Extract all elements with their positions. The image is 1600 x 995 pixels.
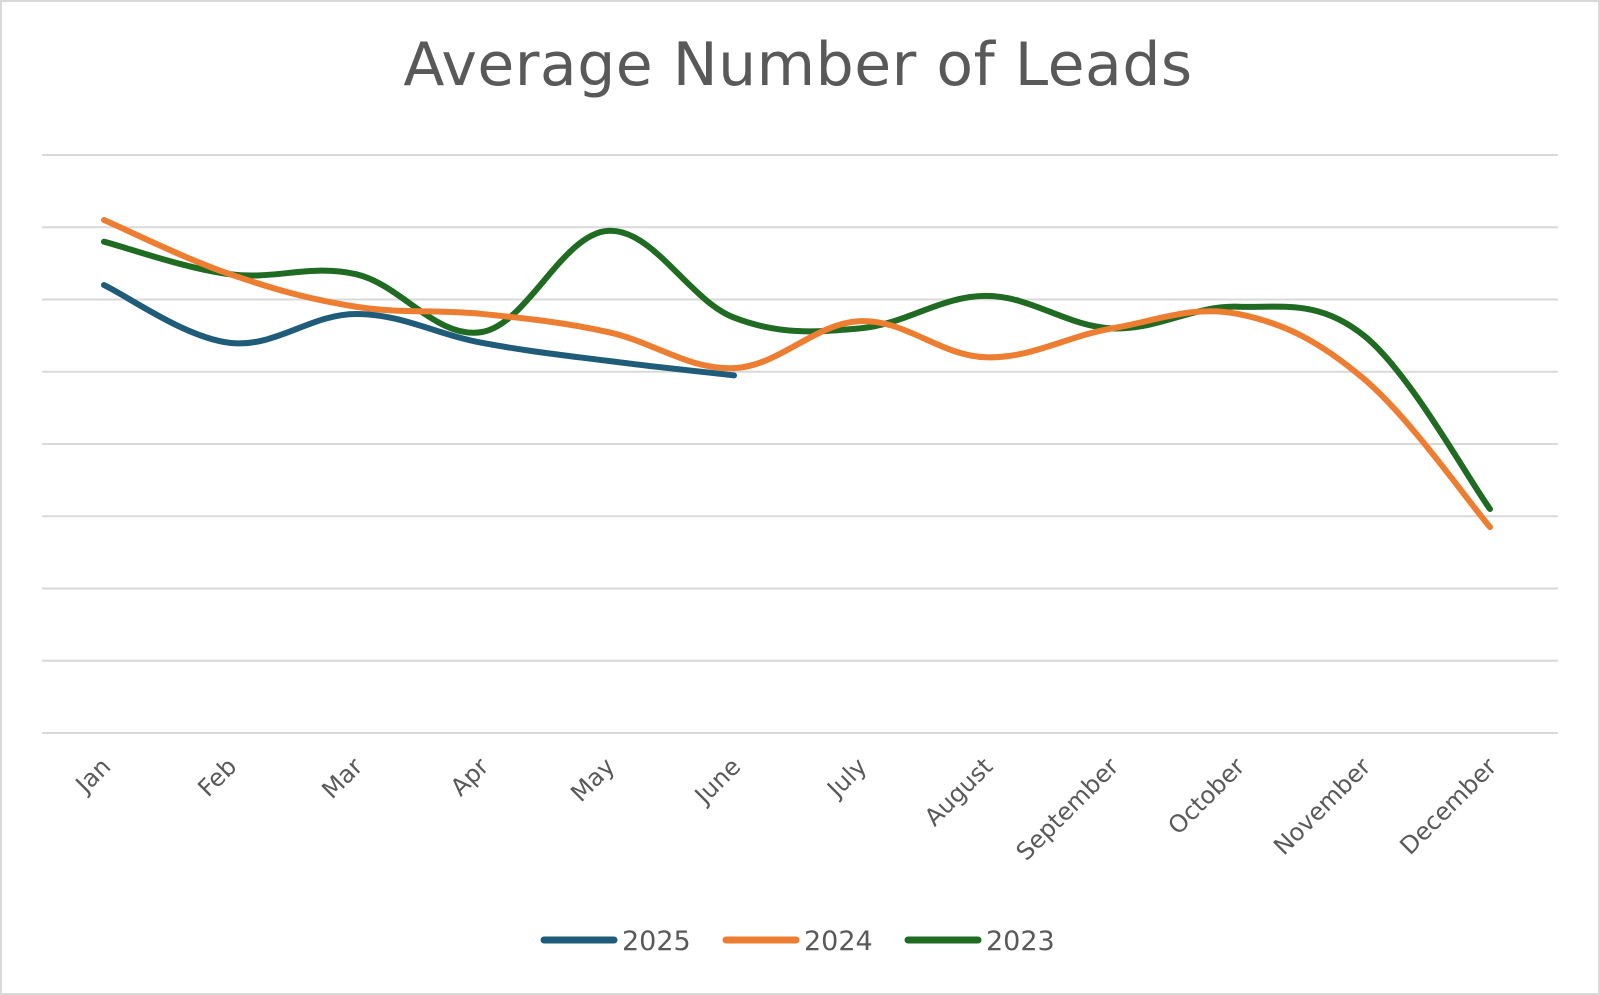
x-tick-label: November xyxy=(1268,752,1376,860)
series-lines xyxy=(101,217,1493,531)
x-axis-tick-labels: Jan Feb Mar Apr May June July August September Oc… xyxy=(69,752,1502,866)
x-tick-label: Mar xyxy=(316,752,368,804)
chart-title: Average Number of Leads xyxy=(403,30,1193,100)
legend-label-2024: 2024 xyxy=(804,926,873,957)
legend-label-2025: 2025 xyxy=(622,926,691,957)
x-tick-label: October xyxy=(1163,752,1251,840)
legend: 2025 2024 2023 xyxy=(540,926,1055,957)
x-tick-label: September xyxy=(1011,752,1125,866)
x-tick-label: August xyxy=(919,752,998,831)
series-line-2025 xyxy=(101,282,737,379)
x-tick-label: July xyxy=(821,752,873,804)
x-tick-label: Apr xyxy=(445,752,494,801)
x-tick-label: Feb xyxy=(192,752,242,802)
gridlines xyxy=(42,154,1558,734)
x-tick-label: June xyxy=(688,752,746,810)
x-tick-label: Jan xyxy=(69,752,116,799)
legend-label-2023: 2023 xyxy=(986,926,1055,957)
x-tick-label: May xyxy=(565,752,620,807)
x-tick-label: December xyxy=(1394,752,1502,860)
series-line-2023 xyxy=(101,227,1493,513)
series-line-2024 xyxy=(101,217,1493,531)
